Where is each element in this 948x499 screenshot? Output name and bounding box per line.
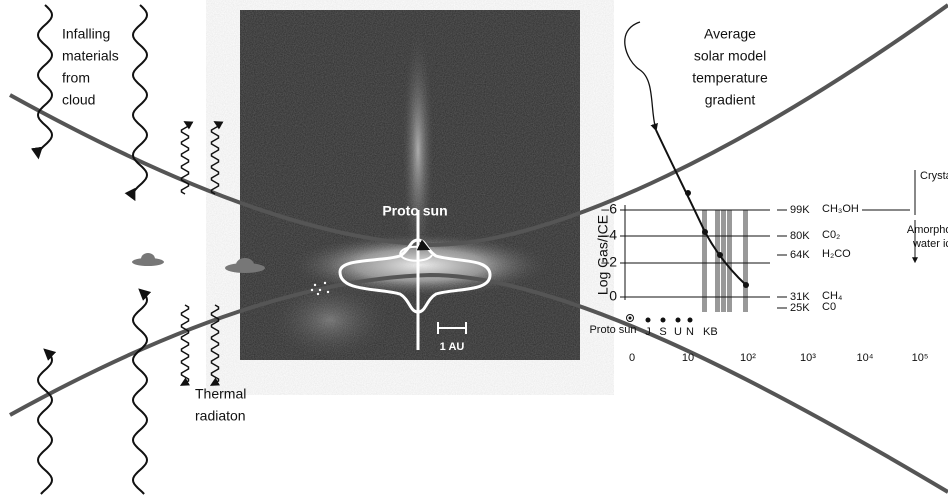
infalling-label: cloud [62, 92, 95, 108]
x-tick-label: 10² [740, 352, 756, 364]
thermal-label: radiaton [195, 408, 246, 424]
diagram: Proto sun 1 AU Infalling materials from clo… [0, 0, 948, 499]
phase-lower: water ice [912, 238, 948, 250]
body-label: U [674, 326, 682, 338]
molecule-label: H₂CO [822, 248, 851, 260]
x-tick-label: 10³ [800, 352, 816, 364]
infalling-label: from [62, 70, 90, 86]
gradient-note: gradient [705, 92, 756, 108]
y-tick-label: –2 [601, 254, 617, 270]
molecule-label: C0 [822, 301, 836, 313]
wavy-arrow [212, 122, 219, 194]
proto-sun-label: Proto sun [382, 203, 447, 219]
body-label: KB [703, 326, 718, 338]
body-label: N [686, 326, 694, 338]
temp-label: 80K [790, 230, 810, 242]
origin-label: Proto sun [589, 324, 636, 336]
gradient-note: solar model [694, 48, 766, 64]
x-tick-label: 10 [682, 352, 694, 364]
annotation-arrow [625, 22, 656, 130]
wavy-arrow [38, 5, 52, 157]
gradient-note: temperature [692, 70, 768, 86]
y-tick-label: 0 [609, 288, 617, 304]
body-label: S [659, 326, 666, 338]
wavy-arrow [133, 5, 147, 199]
infalling-label: materials [62, 48, 119, 64]
wavy-arrow [133, 290, 147, 494]
y-tick-label: –6 [601, 201, 617, 217]
temp-label: 25K [790, 302, 810, 314]
x-tick-label: 10⁵ [912, 352, 929, 364]
wavy-arrow [38, 350, 52, 494]
molecule-label: C0₂ [822, 229, 840, 241]
thermal-label: Thermal [195, 386, 246, 402]
body-label: J [645, 326, 651, 338]
molecule-label: CH₃OH [822, 203, 859, 215]
phase-upper: Crystalline [920, 170, 948, 182]
scale-label: 1 AU [440, 341, 465, 353]
x-tick-label: 0 [629, 352, 635, 364]
gradient-note: Average [704, 26, 756, 42]
wavy-arrow [182, 305, 189, 385]
temp-label: 99K [790, 204, 810, 216]
infalling-label: Infalling [62, 26, 110, 42]
temp-label: 64K [790, 249, 810, 261]
y-tick-label: –4 [601, 227, 617, 243]
phase-lower: Amorphous [907, 224, 948, 236]
x-tick-label: 10⁴ [857, 352, 874, 364]
